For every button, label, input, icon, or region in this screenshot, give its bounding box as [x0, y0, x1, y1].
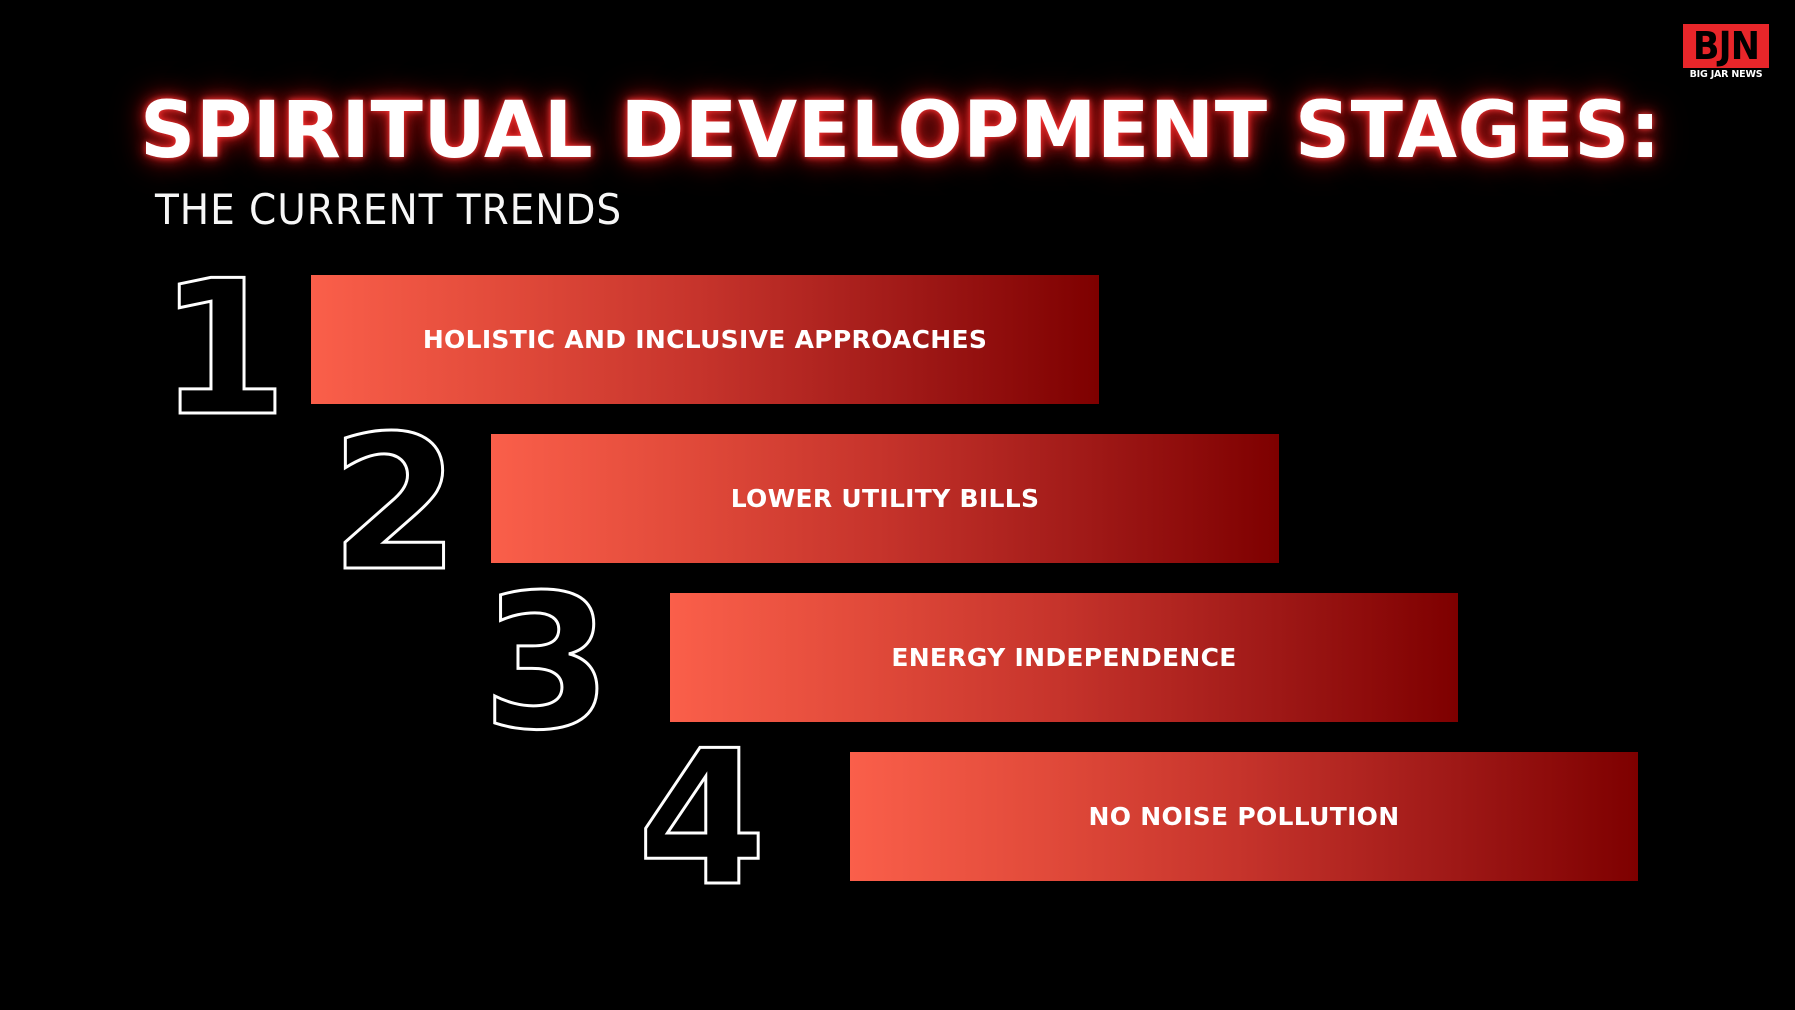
stage-number-1-text: 1	[158, 240, 287, 457]
stage-label-2: LOWER UTILITY BILLS	[730, 483, 1040, 513]
stage-label-1: HOLISTIC AND INCLUSIVE APPROACHES	[422, 324, 988, 354]
stage-label-4: NO NOISE POLLUTION	[1088, 801, 1400, 831]
stage-number-4: 4	[636, 709, 768, 929]
logo-letters: BJN	[1692, 24, 1760, 68]
page-subtitle: THE CURRENT TRENDS	[155, 185, 623, 234]
stage-item-3: ENERGY INDEPENDENCE	[670, 593, 1458, 722]
stage-item-1: HOLISTIC AND INCLUSIVE APPROACHES	[311, 275, 1099, 404]
logo-tagline: BIG JAR NEWS	[1689, 69, 1763, 80]
stage-bar-2: LOWER UTILITY BILLS	[491, 434, 1279, 563]
page-title: SPIRITUAL DEVELOPMENT STAGES:	[140, 86, 1662, 176]
stage-number-1: 1	[157, 239, 289, 459]
stage-number-2-text: 2	[330, 395, 459, 612]
stage-label-3: ENERGY INDEPENDENCE	[891, 642, 1237, 672]
stage-number-4-text: 4	[637, 710, 766, 927]
stage-number-3-text: 3	[482, 554, 611, 771]
brand-logo: BJN BIG JAR NEWS	[1683, 24, 1769, 82]
stage-item-2: LOWER UTILITY BILLS	[491, 434, 1279, 563]
stage-number-3: 3	[481, 553, 613, 773]
stage-bar-3: ENERGY INDEPENDENCE	[670, 593, 1458, 722]
stage-bar-4: NO NOISE POLLUTION	[850, 752, 1638, 881]
stage-number-2: 2	[329, 394, 461, 614]
stage-bar-1: HOLISTIC AND INCLUSIVE APPROACHES	[311, 275, 1099, 404]
stage-item-4: NO NOISE POLLUTION	[850, 752, 1638, 881]
logo-box: BJN	[1683, 24, 1769, 68]
